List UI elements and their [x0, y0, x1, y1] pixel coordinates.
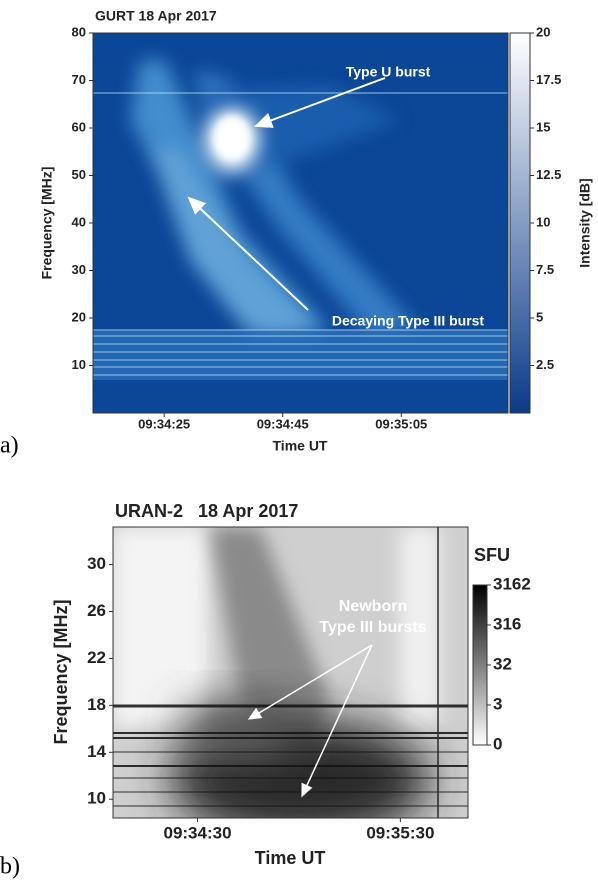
arrow: [247, 644, 373, 720]
y-tick-label: 14: [87, 742, 106, 761]
colorbar-tick-label: 17.5: [536, 72, 561, 87]
x-axis-label: Time UT: [255, 848, 326, 868]
panel: b) URAN-2 18 Apr 2017 Time UT Frequency [MH…: [0, 501, 531, 880]
colorbar-tick-label: 2.5: [536, 357, 554, 372]
annotation: Type III bursts: [319, 619, 426, 636]
panel-letter: a): [0, 433, 19, 459]
y-tick-label: 50: [72, 167, 86, 182]
colorbar-label: Intensity [dB]: [577, 178, 593, 267]
y-tick-label: 60: [72, 119, 86, 134]
plot-frame: [112, 526, 469, 819]
x-tick-label: 09:34:30: [163, 823, 231, 842]
y-tick-label: 18: [87, 695, 106, 714]
colorbar-tick-label: 7.5: [536, 262, 554, 277]
y-axis-label: Frequency [MHz]: [51, 599, 71, 744]
colorbar-tick-label: 10: [536, 214, 550, 229]
colorbar-tick-label: 3: [493, 694, 502, 713]
y-tick-label: 10: [72, 357, 86, 372]
colorbar-tick-label: 5: [536, 309, 543, 324]
y-tick-label: 26: [87, 601, 106, 620]
x-tick-label: 09:34:25: [138, 416, 190, 431]
chart-title: URAN-2 18 Apr 2017: [115, 501, 298, 521]
x-tick-label: 09:34:45: [257, 416, 309, 431]
colorbar-tick-label: 12.5: [536, 167, 561, 182]
y-tick-label: 20: [72, 309, 86, 324]
arrow: [254, 77, 386, 128]
spectrogram-a: [93, 33, 508, 413]
colorbar-tick-label: 0: [493, 734, 502, 753]
annotation: Decaying Type III burst: [332, 313, 485, 329]
y-tick-label: 30: [72, 262, 86, 277]
colorbar-tick-label: 20: [536, 24, 550, 39]
panel-letter: b): [0, 854, 20, 880]
colorbar-tick-label: 32: [493, 654, 512, 673]
y-tick-label: 22: [87, 648, 106, 667]
x-tick-label: 09:35:05: [375, 416, 427, 431]
annotation: Newborn: [339, 598, 407, 615]
colorbar-tick-label: 15: [536, 119, 550, 134]
x-axis-label: Time UT: [273, 438, 328, 454]
spectrogram-b: [113, 527, 468, 818]
y-tick-label: 80: [72, 24, 86, 39]
annotation: Type U burst: [346, 64, 431, 80]
panel: a) GURT 18 Apr 2017 Time UT Frequency [MHz]…: [0, 8, 593, 459]
arrow: [301, 644, 373, 798]
colorbar: [472, 584, 488, 746]
colorbar-tick-label: 3162: [493, 574, 531, 593]
colorbar: [509, 32, 531, 414]
y-tick-label: 10: [87, 789, 106, 808]
y-tick-label: 30: [87, 554, 106, 573]
arrow: [187, 196, 309, 311]
y-tick-label: 40: [72, 214, 86, 229]
colorbar-tick-label: 316: [493, 614, 521, 633]
y-axis-label: Frequency [MHz]: [39, 167, 55, 280]
colorbar-label: SFU: [474, 545, 510, 565]
chart-title: GURT 18 Apr 2017: [95, 8, 217, 24]
y-tick-label: 70: [72, 72, 86, 87]
x-tick-label: 09:35:30: [366, 823, 434, 842]
